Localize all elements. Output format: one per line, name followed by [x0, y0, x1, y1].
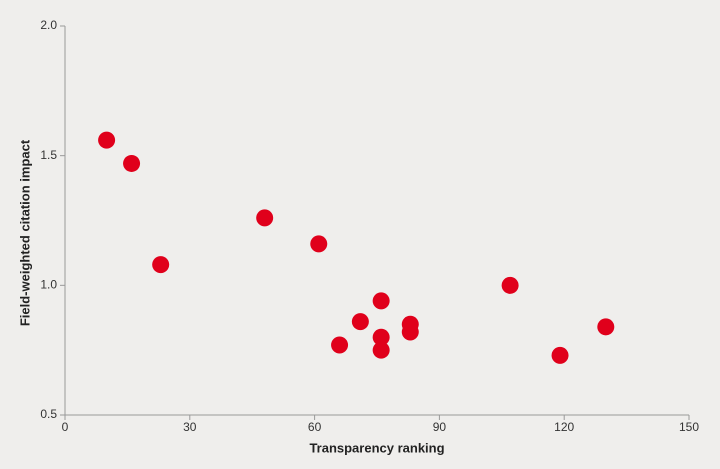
x-tick-label: 60: [308, 420, 322, 434]
point: [331, 336, 349, 354]
x-axis-title: Transparency ranking: [309, 440, 444, 455]
x-tick-label: 0: [62, 420, 69, 434]
y-tick-label: 1.5: [40, 148, 57, 162]
y-tick-label: 2.0: [40, 18, 57, 32]
x-tick-label: 120: [554, 420, 574, 434]
x-tick-label: 90: [433, 420, 447, 434]
point: [372, 341, 390, 359]
point: [123, 154, 141, 172]
point: [256, 209, 274, 227]
point: [152, 256, 170, 274]
point: [501, 276, 519, 294]
point: [98, 131, 116, 149]
y-axis-title: Field-weighted citation impact: [17, 139, 32, 326]
point: [351, 313, 369, 331]
y-tick-label: 0.5: [40, 407, 57, 421]
point: [310, 235, 328, 253]
x-tick-label: 30: [183, 420, 197, 434]
y-tick-label: 1.0: [40, 278, 57, 292]
x-tick-label: 150: [679, 420, 699, 434]
point: [597, 318, 615, 336]
point: [401, 323, 419, 341]
point: [551, 346, 569, 364]
point: [372, 292, 390, 310]
point: [372, 328, 390, 346]
